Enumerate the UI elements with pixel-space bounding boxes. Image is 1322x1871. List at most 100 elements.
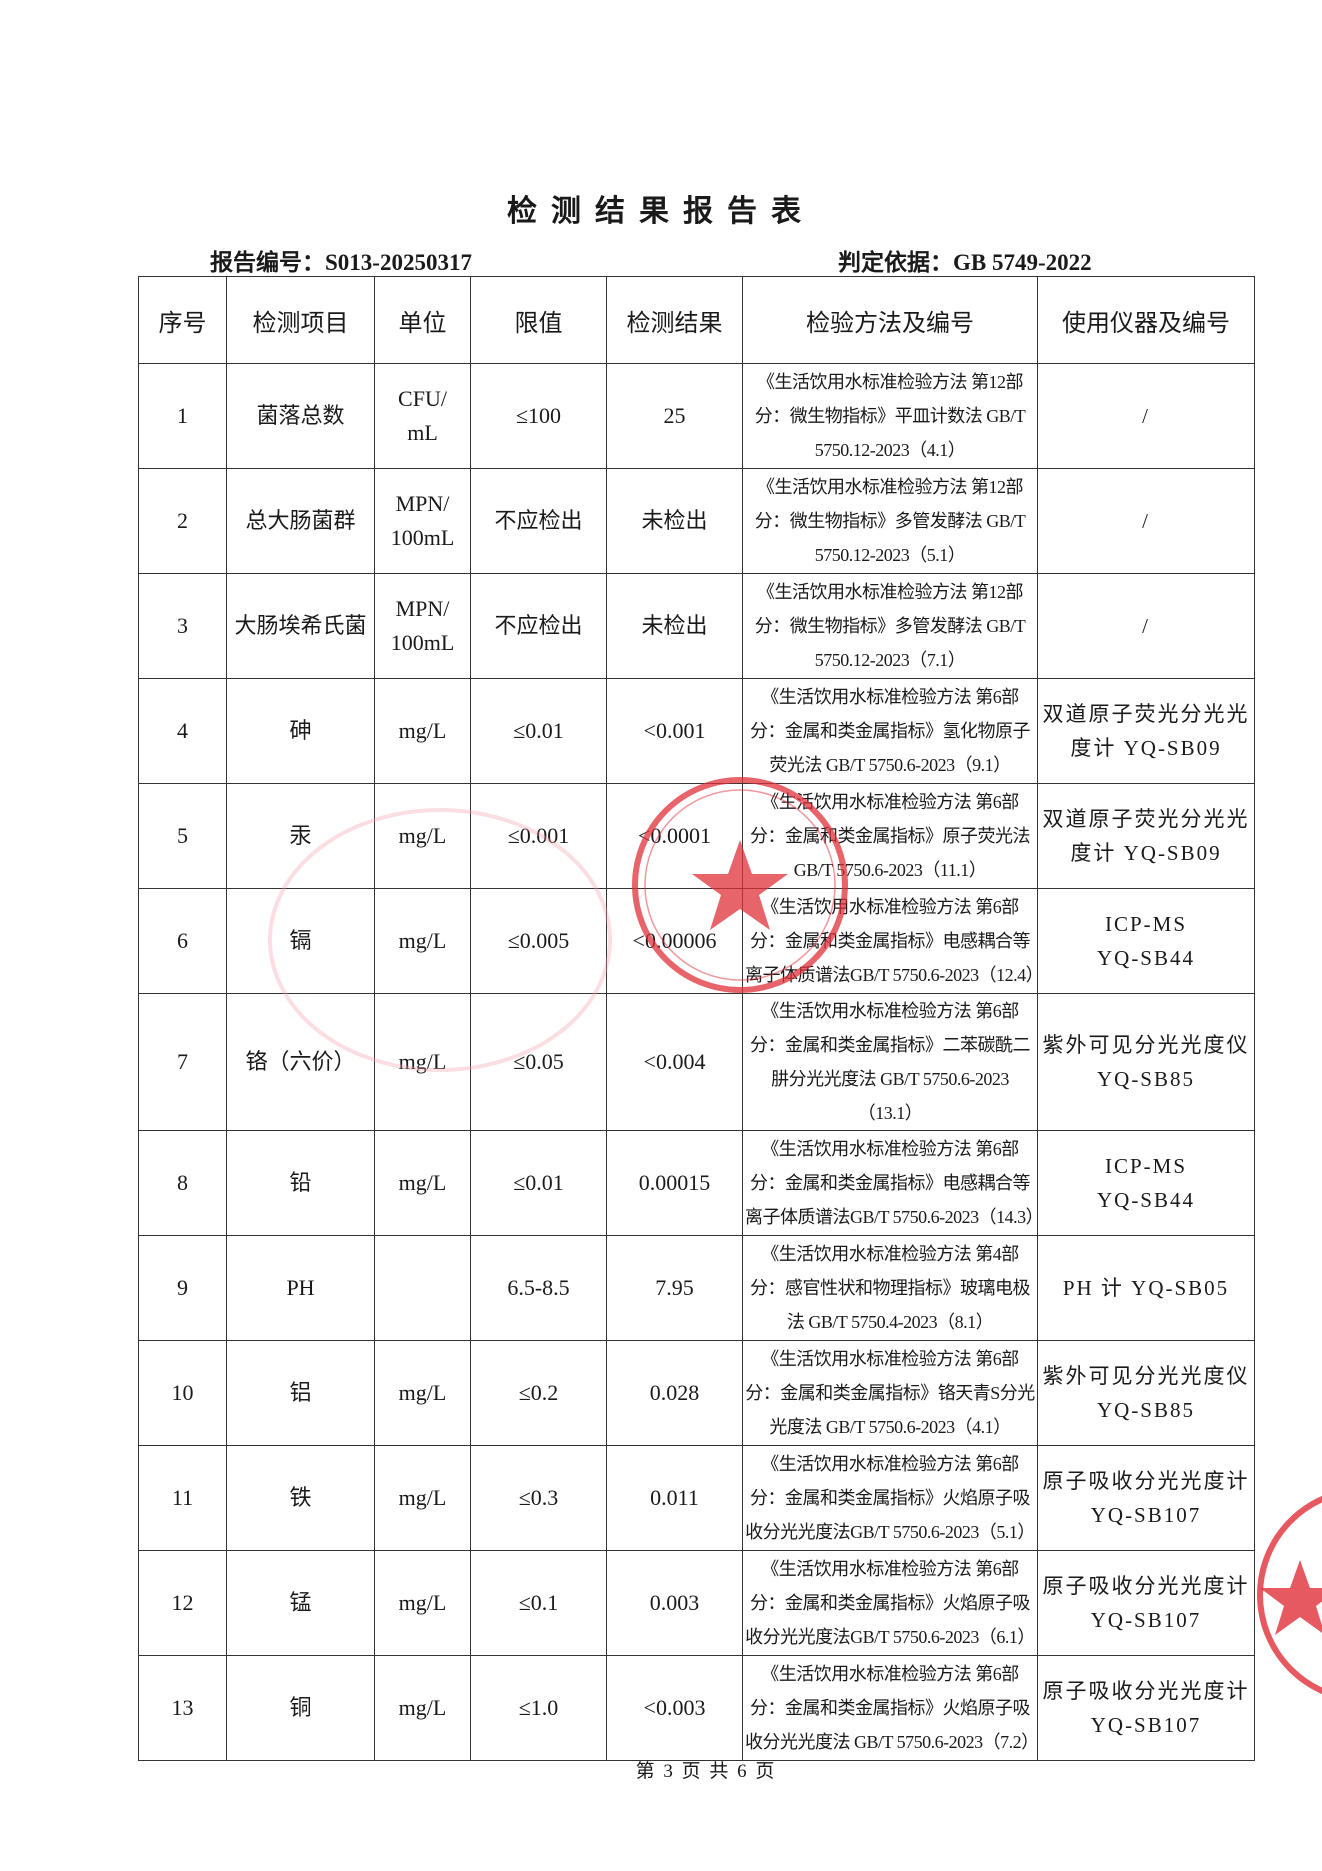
instrument: 原子吸收分光光度计 YQ-SB107	[1037, 1655, 1255, 1761]
limit-value: ≤0.01	[470, 678, 607, 784]
limit-value: ≤0.05	[470, 993, 607, 1131]
test-method: 《生活饮用水标准检验方法 第12部分：微生物指标》平皿计数法 GB/T 5750…	[742, 363, 1038, 469]
test-item: 铬（六价）	[226, 993, 375, 1131]
header-no: 序号	[138, 276, 227, 364]
test-method: 《生活饮用水标准检验方法 第6部分：金属和类金属指标》火焰原子吸收分光光度法 G…	[742, 1655, 1039, 1761]
limit-value: 不应检出	[470, 468, 607, 574]
page-number: 第 3 页 共 6 页	[635, 1761, 777, 1782]
test-item: 砷	[226, 678, 375, 784]
table-row: 1 菌落总数 CFU/ mL ≤100 25 《生活饮用水标准检验方法 第12部分：微生物…	[138, 363, 1255, 469]
table-row: 4 砷 mg/L ≤0.01 <0.001 《生活饮用水标准检验方法 第6部分：金属和类金…	[138, 678, 1255, 784]
table-row: 7 铬（六价） mg/L ≤0.05 <0.004 《生活饮用水标准检验方法 第6部分：金…	[138, 993, 1255, 1131]
test-result: <0.00006	[606, 888, 743, 994]
unit	[374, 1235, 471, 1341]
limit-value: ≤0.2	[470, 1340, 607, 1446]
limit-value: ≤0.01	[470, 1130, 607, 1236]
header-instrument: 使用仪器及编号	[1037, 276, 1255, 364]
unit: MPN/ 100mL	[374, 468, 471, 574]
table-row: 6 镉 mg/L ≤0.005 <0.00006 《生活饮用水标准检验方法 第6部分：金属…	[138, 888, 1255, 994]
test-item: 汞	[226, 783, 375, 889]
row-number: 1	[138, 363, 227, 469]
table-row: 11 铁 mg/L ≤0.3 0.011 《生活饮用水标准检验方法 第6部分：金属和类金属…	[138, 1445, 1255, 1551]
instrument: /	[1037, 573, 1255, 679]
row-number: 6	[138, 888, 227, 994]
table-row: 8 铅 mg/L ≤0.01 0.00015 《生活饮用水标准检验方法 第6部分：金属和类…	[138, 1130, 1255, 1236]
row-number: 5	[138, 783, 227, 889]
instrument: 双道原子荧光分光光度计 YQ-SB09	[1037, 783, 1255, 889]
test-item: 锰	[226, 1550, 375, 1656]
unit: mg/L	[374, 783, 471, 889]
header-unit: 单位	[374, 276, 471, 364]
header-item: 检测项目	[226, 276, 375, 364]
judgement-basis: 判定依据：GB 5749-2022	[838, 250, 1092, 275]
test-result: 25	[606, 363, 743, 469]
table-row: 13 铜 mg/L ≤1.0 <0.003 《生活饮用水标准检验方法 第6部分：金属和类金…	[138, 1655, 1255, 1761]
test-result: 0.003	[606, 1550, 743, 1656]
limit-value: ≤0.005	[470, 888, 607, 994]
unit: mg/L	[374, 993, 471, 1131]
unit: mg/L	[374, 1655, 471, 1761]
unit: mg/L	[374, 888, 471, 994]
limit-value: ≤1.0	[470, 1655, 607, 1761]
test-result: 未检出	[606, 573, 743, 679]
test-result: <0.004	[606, 993, 743, 1131]
test-item: 铅	[226, 1130, 375, 1236]
test-item: PH	[226, 1235, 375, 1341]
side-seal	[1257, 1495, 1322, 1695]
header-method: 检验方法及编号	[742, 276, 1038, 364]
row-number: 12	[138, 1550, 227, 1656]
test-method: 《生活饮用水标准检验方法 第12部分：微生物指标》多管发酵法 GB/T 5750…	[742, 468, 1038, 574]
test-item: 铜	[226, 1655, 375, 1761]
report-number: 报告编号：S013-20250317	[210, 250, 472, 275]
test-method: 《生活饮用水标准检验方法 第4部分：感官性状和物理指标》玻璃电极法 GB/T 5…	[742, 1235, 1038, 1341]
unit: mg/L	[374, 678, 471, 784]
table-row: 3 大肠埃希氏菌 MPN/ 100mL 不应检出 未检出 《生活饮用水标准检验方法 第12…	[138, 573, 1255, 679]
test-method: 《生活饮用水标准检验方法 第6部分：金属和类金属指标》电感耦合等离子体质谱法GB…	[742, 1130, 1044, 1236]
header-limit: 限值	[470, 276, 607, 364]
test-result: 7.95	[606, 1235, 743, 1341]
test-result: 0.011	[606, 1445, 743, 1551]
limit-value: ≤0.3	[470, 1445, 607, 1551]
test-result: <0.0001	[606, 783, 743, 889]
test-result: 0.028	[606, 1340, 743, 1446]
test-result: <0.003	[606, 1655, 743, 1761]
unit: mg/L	[374, 1340, 471, 1446]
instrument: 紫外可见分光光度仪 YQ-SB85	[1037, 1340, 1255, 1446]
header-result: 检测结果	[606, 276, 743, 364]
unit: CFU/ mL	[374, 363, 471, 469]
test-method: 《生活饮用水标准检验方法 第6部分：金属和类金属指标》原子荧光法 GB/T 57…	[742, 783, 1038, 889]
test-method: 《生活饮用水标准检验方法 第6部分：金属和类金属指标》二苯碳酰二肼分光光度法 G…	[742, 993, 1038, 1131]
table-row: 9 PH 6.5-8.5 7.95 《生活饮用水标准检验方法 第4部分：感官性状和物理指…	[138, 1235, 1255, 1341]
table-row: 12 锰 mg/L ≤0.1 0.003 《生活饮用水标准检验方法 第6部分：金属和类金属…	[138, 1550, 1255, 1656]
test-item: 铁	[226, 1445, 375, 1551]
unit: mg/L	[374, 1130, 471, 1236]
test-method: 《生活饮用水标准检验方法 第6部分：金属和类金属指标》电感耦合等离子体质谱法GB…	[742, 888, 1044, 994]
row-number: 4	[138, 678, 227, 784]
test-item: 大肠埃希氏菌	[226, 573, 375, 679]
page-title: 检测结果报告表	[507, 195, 815, 228]
instrument: 紫外可见分光光度仪 YQ-SB85	[1037, 993, 1255, 1131]
limit-value: 不应检出	[470, 573, 607, 679]
row-number: 11	[138, 1445, 227, 1551]
unit: MPN/ 100mL	[374, 573, 471, 679]
test-result: 0.00015	[606, 1130, 743, 1236]
results-table: 序号 检测项目 单位 限值 检测结果 检验方法及编号 使用仪器及编号 1 菌落总数…	[138, 276, 1255, 1761]
row-number: 3	[138, 573, 227, 679]
unit: mg/L	[374, 1550, 471, 1656]
instrument: 原子吸收分光光度计 YQ-SB107	[1037, 1445, 1255, 1551]
row-number: 7	[138, 993, 227, 1131]
test-result: 未检出	[606, 468, 743, 574]
instrument: 原子吸收分光光度计 YQ-SB107	[1037, 1550, 1255, 1656]
test-item: 总大肠菌群	[226, 468, 375, 574]
row-number: 13	[138, 1655, 227, 1761]
test-result: <0.001	[606, 678, 743, 784]
row-number: 8	[138, 1130, 227, 1236]
limit-value: ≤0.1	[470, 1550, 607, 1656]
row-number: 9	[138, 1235, 227, 1341]
table-row: 10 铝 mg/L ≤0.2 0.028 《生活饮用水标准检验方法 第6部分：金属和类金属…	[138, 1340, 1255, 1446]
test-method: 《生活饮用水标准检验方法 第6部分：金属和类金属指标》铬天青S分光光度法 GB/…	[742, 1340, 1038, 1446]
test-item: 菌落总数	[226, 363, 375, 469]
limit-value: 6.5-8.5	[470, 1235, 607, 1341]
test-method: 《生活饮用水标准检验方法 第6部分：金属和类金属指标》火焰原子吸收分光光度法GB…	[742, 1550, 1038, 1656]
instrument: ICP-MS YQ-SB44	[1037, 1130, 1255, 1236]
